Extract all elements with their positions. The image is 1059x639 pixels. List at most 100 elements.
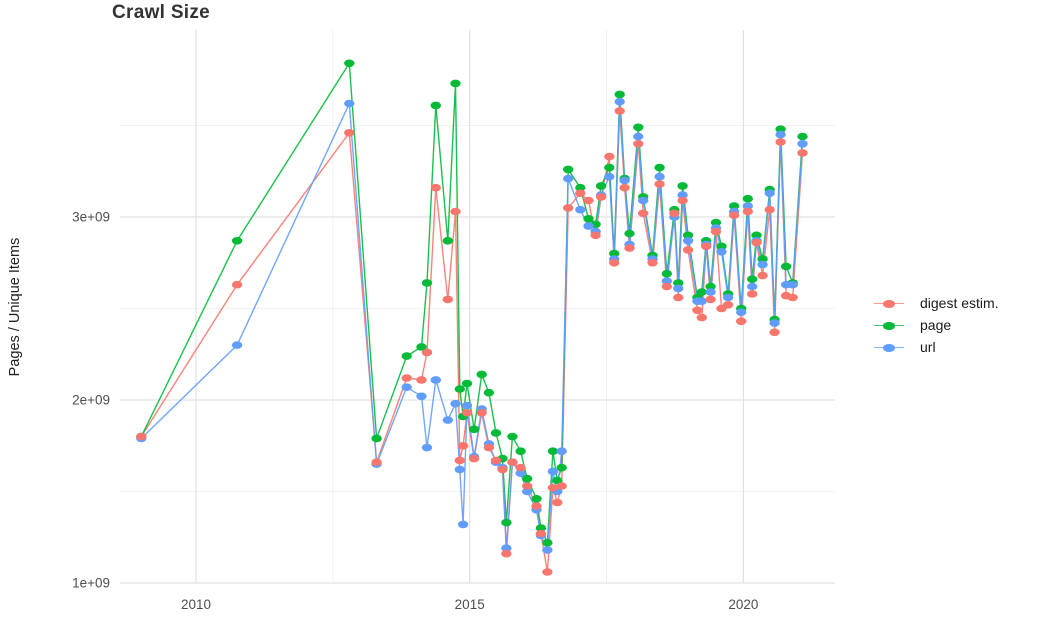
data-point <box>421 443 433 452</box>
data-point <box>638 196 649 205</box>
y-axis-title: Pages / Unique Items <box>7 237 23 377</box>
data-point <box>705 288 716 296</box>
data-point <box>531 502 542 510</box>
data-point <box>401 352 412 360</box>
legend-key-page-icon <box>874 320 904 330</box>
chart-title: Crawl Size <box>112 2 211 23</box>
data-point <box>547 447 559 456</box>
data-point <box>501 544 512 552</box>
data-point <box>231 341 243 349</box>
data-point <box>673 279 684 287</box>
data-point <box>614 107 625 115</box>
data-point <box>769 328 780 337</box>
data-point <box>430 183 441 192</box>
data-point <box>461 401 473 410</box>
y-tick-label: 3e+09 <box>72 210 110 225</box>
data-point <box>575 189 586 197</box>
data-point <box>604 172 615 181</box>
y-tick-label: 1e+09 <box>72 576 110 591</box>
data-point <box>461 409 473 417</box>
data-point <box>344 99 355 108</box>
data-point <box>705 295 716 304</box>
data-point <box>542 568 553 576</box>
data-point <box>416 376 427 384</box>
data-point <box>595 193 607 201</box>
data-point <box>692 306 703 315</box>
x-tick-label: 2020 <box>728 597 758 612</box>
data-point <box>575 183 586 192</box>
data-point <box>401 383 412 392</box>
data-point <box>638 209 649 218</box>
data-point <box>442 416 453 424</box>
data-point <box>522 482 533 490</box>
legend-key-digest-estim-icon <box>874 298 904 308</box>
data-point <box>468 425 480 434</box>
data-point <box>661 277 672 285</box>
data-point <box>751 238 762 247</box>
data-point <box>344 129 355 137</box>
data-point <box>556 463 567 472</box>
data-point <box>780 262 792 271</box>
series-line-url <box>140 100 804 551</box>
data-point <box>747 290 758 298</box>
data-point <box>728 211 740 219</box>
data-point <box>633 140 644 148</box>
data-point <box>775 125 786 133</box>
data-point <box>619 183 630 192</box>
data-point <box>542 538 553 547</box>
data-point <box>624 244 635 252</box>
legend-label: digest estim. <box>920 295 999 311</box>
data-point <box>542 546 553 554</box>
data-point <box>682 231 694 240</box>
data-point <box>797 149 808 157</box>
data-point <box>775 138 786 146</box>
data-point <box>747 275 758 284</box>
data-point <box>764 205 775 214</box>
data-point <box>696 313 707 322</box>
data-point <box>633 123 644 132</box>
data-point <box>604 152 615 161</box>
data-point <box>430 101 441 110</box>
data-point <box>136 432 147 441</box>
data-point <box>416 343 427 351</box>
legend-label: page <box>920 317 952 333</box>
data-point <box>231 280 243 289</box>
data-point <box>728 202 740 210</box>
data-point <box>507 432 518 441</box>
data-point <box>722 301 734 309</box>
data-point <box>454 456 465 465</box>
data-point <box>797 140 808 148</box>
data-point <box>757 271 768 280</box>
data-point <box>696 297 707 306</box>
data-point <box>476 370 487 379</box>
legend-item-url: url <box>874 339 999 355</box>
data-point <box>677 182 688 190</box>
data-point <box>716 242 727 251</box>
data-point <box>556 482 567 490</box>
data-point <box>647 259 658 267</box>
data-point <box>535 529 547 538</box>
data-point <box>669 209 680 218</box>
data-point <box>583 215 594 223</box>
data-point <box>563 165 574 174</box>
data-point <box>522 474 533 483</box>
series-points-digest-estim- <box>136 107 808 576</box>
series-points <box>136 59 808 576</box>
data-point <box>507 458 518 467</box>
data-point <box>547 467 559 476</box>
data-point <box>583 222 594 230</box>
data-point <box>575 205 586 214</box>
data-point <box>696 288 707 296</box>
data-point <box>483 388 495 397</box>
data-point <box>421 348 433 357</box>
data-point <box>682 237 694 245</box>
data-point <box>736 317 747 326</box>
data-point <box>450 79 461 88</box>
data-point <box>401 374 412 382</box>
data-point <box>490 456 502 465</box>
data-point <box>454 465 465 474</box>
data-point <box>742 194 753 203</box>
data-point <box>421 279 433 287</box>
data-point <box>583 196 594 205</box>
x-tick-label: 2015 <box>455 597 485 612</box>
